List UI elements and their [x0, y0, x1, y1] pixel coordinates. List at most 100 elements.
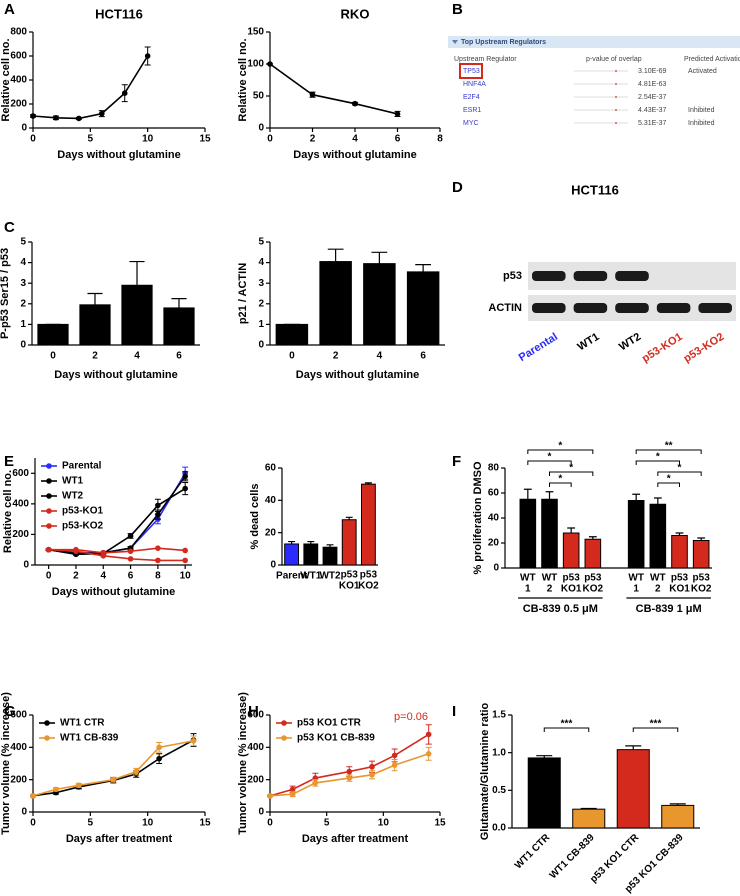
- x-tick-label: 8: [437, 134, 443, 145]
- bar: [163, 307, 195, 346]
- point: [182, 547, 188, 554]
- y-tick-label: 0: [258, 340, 264, 351]
- x-axis-label: Days without glutamine: [52, 586, 175, 598]
- y-tick-label: 4: [20, 257, 26, 268]
- y-axis-label: p21 / ACTIN: [237, 263, 249, 324]
- error-bar: [523, 488, 532, 500]
- point: [30, 793, 36, 799]
- error-bar: [345, 516, 353, 520]
- panel-label: F: [452, 453, 461, 470]
- point: [127, 556, 134, 562]
- x-tick-label: 8: [155, 571, 161, 582]
- point: [76, 782, 82, 789]
- error-bar: [129, 260, 145, 286]
- x-tick-label: 0: [30, 818, 36, 829]
- y-tick-label: 100: [247, 59, 264, 70]
- y-tick-label: 3: [20, 278, 26, 289]
- highlight-box: [459, 63, 483, 79]
- regulator-name: HNF4A: [463, 81, 486, 88]
- y-tick-label: 600: [12, 468, 29, 479]
- bar: [584, 538, 602, 569]
- point: [267, 793, 273, 799]
- y-tick-label: 0: [23, 560, 29, 571]
- x-tick-label: p53: [341, 570, 359, 581]
- error-bar: [371, 251, 388, 264]
- y-tick-label: 400: [247, 742, 264, 753]
- x-tick-label: WT: [520, 573, 536, 584]
- x-axis-label: Days without glutamine: [57, 149, 180, 161]
- significance-bracket: [549, 482, 572, 487]
- x-tick-label: 15: [199, 818, 211, 829]
- y-axis-label: Tumor volume (% increase): [0, 692, 12, 835]
- y-tick-label: 1.5: [492, 710, 506, 721]
- point: [391, 752, 398, 759]
- x-tick-label: p53: [563, 573, 581, 584]
- significance-label: *: [548, 452, 552, 463]
- point: [53, 786, 59, 793]
- y-tick-label: 40: [265, 495, 277, 506]
- x-tick-label: 2: [73, 571, 79, 582]
- column-header: p-value of overlap: [586, 56, 642, 63]
- row-label: p53: [503, 270, 522, 282]
- point: [155, 545, 161, 551]
- point: [133, 768, 139, 775]
- y-tick-label: 0.0: [492, 823, 506, 834]
- bar: [671, 535, 688, 569]
- x-tick-label: 4: [134, 351, 140, 362]
- x-tick-label: KO2: [583, 584, 604, 595]
- y-tick-label: 5: [20, 237, 26, 248]
- significance-bracket: [635, 460, 680, 465]
- bar: [572, 808, 606, 829]
- x-tick-label: 1: [525, 584, 531, 595]
- overlap-dot: [615, 109, 617, 111]
- y-tick-label: 60: [265, 463, 277, 474]
- bar: [519, 498, 537, 569]
- point: [45, 546, 52, 553]
- significance-label: *: [678, 463, 682, 474]
- overlap-dot: [615, 83, 617, 85]
- bar: [541, 498, 558, 569]
- band: [656, 303, 691, 313]
- legend-marker: [46, 523, 52, 529]
- panel-label: B: [452, 1, 463, 18]
- bar: [341, 519, 357, 566]
- significance-bracket: [635, 449, 702, 454]
- error-bar: [669, 803, 686, 806]
- point: [156, 755, 162, 762]
- x-tick-label: 0: [30, 134, 36, 145]
- point: [190, 738, 197, 744]
- y-tick-label: 1: [258, 319, 264, 330]
- x-axis-label: Days without glutamine: [296, 369, 419, 381]
- y-tick-label: 600: [247, 710, 264, 721]
- point: [346, 768, 353, 775]
- x-tick-label: WT1 CB-839: [548, 832, 597, 881]
- point: [289, 786, 296, 793]
- overlap-dot: [615, 122, 617, 124]
- y-tick-label: 2: [20, 298, 26, 309]
- x-tick-label: 5: [88, 134, 94, 145]
- point: [312, 780, 319, 786]
- x-tick-label: 10: [142, 134, 154, 145]
- panel-label: C: [4, 219, 15, 236]
- x-tick-label: KO1: [339, 581, 360, 592]
- point: [309, 91, 316, 98]
- error-bar: [625, 745, 642, 750]
- regulator-name: ESR1: [463, 107, 481, 114]
- x-tick-label: KO2: [358, 581, 379, 592]
- significance-label: **: [665, 441, 673, 452]
- y-tick-label: 5: [258, 237, 264, 248]
- legend-marker: [44, 720, 50, 726]
- band: [573, 271, 608, 281]
- y-tick-label: 1: [20, 319, 26, 330]
- y-axis-label: Tumor volume (% increase): [237, 692, 249, 835]
- y-tick-label: 0: [21, 123, 27, 134]
- y-tick-label: 0: [493, 563, 499, 574]
- error-bar: [653, 497, 662, 505]
- x-tick-label: 10: [180, 571, 192, 582]
- x-tick-label: 10: [378, 818, 390, 829]
- x-axis-label: Days without glutamine: [293, 149, 416, 161]
- regulator-name: E2F4: [463, 94, 480, 101]
- y-tick-label: 50: [253, 91, 265, 102]
- y-tick-label: 800: [10, 27, 27, 38]
- significance-bracket: [543, 727, 590, 732]
